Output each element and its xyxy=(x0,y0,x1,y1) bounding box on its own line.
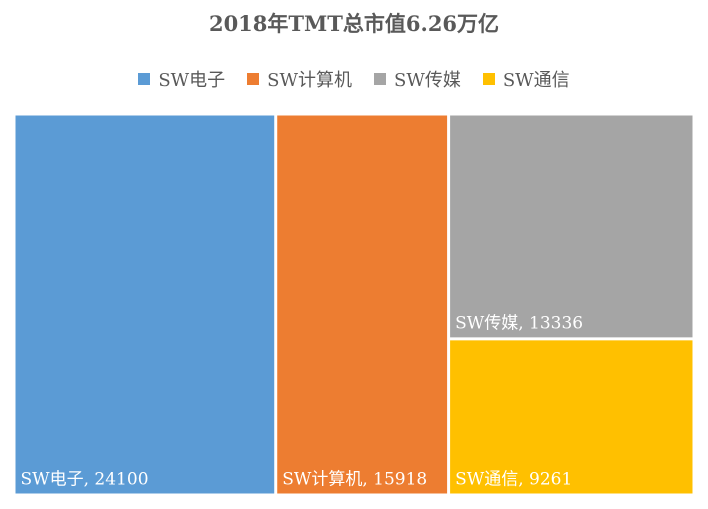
treemap-label-media: SW传媒, 13336 xyxy=(455,313,583,333)
chart-legend: SW电子 SW计算机 SW传媒 SW通信 xyxy=(0,66,708,92)
treemap-label-computer: SW计算机, 15918 xyxy=(282,470,427,490)
treemap-tile-media xyxy=(450,115,693,338)
treemap-tile-electronics xyxy=(15,115,275,494)
treemap-tile-telecom xyxy=(450,340,693,494)
treemap-tile-computer xyxy=(277,115,448,494)
legend-swatch-computer xyxy=(247,73,260,85)
treemap-label-telecom: SW通信, 9261 xyxy=(455,470,572,490)
legend-label-telecom: SW通信 xyxy=(502,70,570,91)
legend-swatch-media xyxy=(374,73,386,85)
legend-item-media: SW传媒 xyxy=(374,66,461,92)
legend-label-electronics: SW电子 xyxy=(158,70,226,91)
legend-item-electronics: SW电子 xyxy=(138,66,225,92)
legend-label-computer: SW计算机 xyxy=(267,70,352,91)
chart-title: 2018年TMT总市值6.26万亿 xyxy=(208,11,500,36)
treemap-label-electronics: SW电子, 24100 xyxy=(21,470,149,490)
legend-swatch-electronics xyxy=(138,73,151,85)
legend-swatch-telecom xyxy=(482,73,495,85)
legend-item-computer: SW计算机 xyxy=(247,66,352,92)
legend-item-telecom: SW通信 xyxy=(482,66,570,92)
legend-label-media: SW传媒 xyxy=(394,70,461,91)
